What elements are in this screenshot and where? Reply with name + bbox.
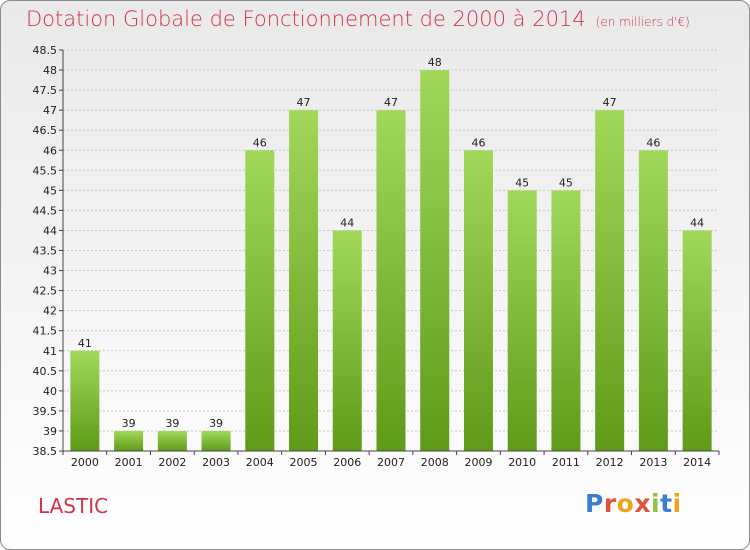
y-tick-label: 45.5 [33, 164, 58, 177]
data-label: 44 [690, 216, 704, 229]
bar-2008 [420, 70, 450, 452]
data-labels: 41 39 39 39 46 47 44 47 48 46 45 45 47 46 44 [78, 56, 704, 430]
bar-2000 [70, 350, 100, 451]
y-tick-label: 42.5 [33, 285, 58, 298]
chart-title: Dotation Globale de Fonctionnement de 20… [26, 7, 690, 31]
x-tick-label: 2003 [202, 456, 230, 469]
bar-2014 [682, 230, 712, 451]
data-label: 47 [384, 96, 398, 109]
x-tick-label: 2011 [552, 456, 580, 469]
y-tick-label: 44 [43, 224, 57, 237]
x-tick-label: 2013 [639, 456, 667, 469]
x-tick-label: 2004 [246, 456, 274, 469]
y-tick-label: 38.5 [33, 445, 58, 458]
bar-2004 [245, 150, 275, 451]
y-tick-label: 39 [43, 425, 57, 438]
data-label: 39 [165, 417, 179, 430]
y-tick-label: 43 [43, 265, 57, 278]
logo-letter: t [660, 489, 673, 518]
proxiti-logo[interactable]: Proxiti [585, 489, 682, 518]
y-tick-label: 41.5 [33, 325, 58, 338]
data-label: 45 [559, 176, 573, 189]
data-label: 46 [253, 136, 267, 149]
bar-2005 [289, 110, 319, 452]
data-label: 47 [603, 96, 617, 109]
bar-2001 [114, 430, 144, 451]
bar-2013 [638, 150, 668, 451]
y-axis-ticks: 38.5 39 39.5 40 40.5 41 41.5 42 42.5 43 43.5 44 44.5… [33, 44, 63, 458]
x-tick-label: 2006 [333, 456, 361, 469]
y-tick-label: 42 [43, 305, 57, 318]
logo-letter: r [603, 489, 617, 518]
bar-2011 [551, 190, 581, 451]
data-label: 39 [122, 417, 136, 430]
bars [70, 70, 712, 452]
y-tick-label: 46.5 [33, 124, 58, 137]
bar-2006 [332, 230, 362, 451]
data-label: 44 [340, 216, 354, 229]
y-tick-label: 41 [43, 345, 57, 358]
x-tick-label: 2012 [596, 456, 624, 469]
data-label: 47 [297, 96, 311, 109]
data-label: 46 [471, 136, 485, 149]
bar-2012 [595, 110, 625, 452]
y-tick-label: 46 [43, 144, 57, 157]
y-tick-label: 45 [43, 184, 57, 197]
bar-2002 [157, 430, 187, 451]
x-tick-label: 2005 [290, 456, 318, 469]
logo-letter: o [616, 489, 635, 518]
bar-2003 [201, 430, 231, 451]
title-text: Dotation Globale de Fonctionnement de 20… [26, 7, 586, 31]
y-tick-label: 40 [43, 385, 57, 398]
logo-letter: x [634, 489, 651, 518]
x-tick-label: 2007 [377, 456, 405, 469]
x-tick-label: 2014 [683, 456, 711, 469]
bar-2010 [507, 190, 537, 451]
y-tick-label: 40.5 [33, 365, 58, 378]
bar-2007 [376, 110, 406, 452]
data-label: 41 [78, 337, 92, 350]
x-axis-ticks: 2000 2001 2002 2003 2004 2005 2006 2007 2008 2009… [62, 451, 720, 469]
y-tick-label: 39.5 [33, 405, 58, 418]
data-label: 48 [428, 56, 442, 69]
y-tick-label: 44.5 [33, 204, 58, 217]
logo-letter: P [585, 489, 604, 518]
y-tick-label: 43.5 [33, 245, 58, 258]
y-tick-label: 48.5 [33, 44, 58, 57]
x-tick-label: 2010 [508, 456, 536, 469]
x-tick-label: 2002 [158, 456, 186, 469]
title-unit: (en milliers d'€) [595, 15, 690, 29]
y-tick-label: 47.5 [33, 84, 58, 97]
y-tick-label: 47 [43, 104, 57, 117]
logo-letter: i [672, 489, 682, 518]
city-name: LASTIC [38, 494, 109, 518]
bar-2009 [463, 150, 493, 451]
data-label: 39 [209, 417, 223, 430]
data-label: 45 [515, 176, 529, 189]
x-tick-label: 2000 [71, 456, 99, 469]
data-label: 46 [646, 136, 660, 149]
y-tick-label: 48 [43, 64, 57, 77]
x-tick-label: 2001 [115, 456, 143, 469]
x-tick-label: 2008 [421, 456, 449, 469]
x-tick-label: 2009 [464, 456, 492, 469]
logo-letter: i [651, 489, 661, 518]
